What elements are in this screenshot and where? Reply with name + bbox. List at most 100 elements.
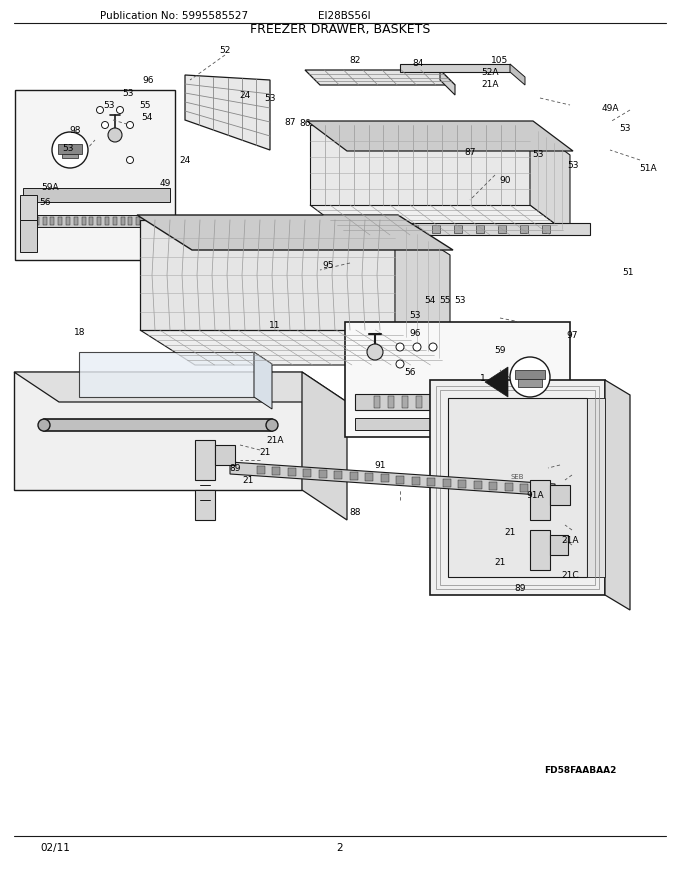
Polygon shape [195,440,215,480]
Polygon shape [395,220,450,365]
Circle shape [202,447,208,453]
Polygon shape [62,154,78,158]
Polygon shape [140,220,395,330]
Polygon shape [374,396,380,408]
Polygon shape [430,380,605,595]
Polygon shape [443,479,451,487]
Polygon shape [410,225,418,233]
Text: 95: 95 [322,260,334,269]
Text: 51: 51 [622,268,634,276]
Polygon shape [63,190,67,200]
Polygon shape [14,372,302,490]
Text: 53: 53 [454,296,466,304]
Polygon shape [14,372,347,402]
Polygon shape [365,473,373,481]
Text: 21: 21 [259,448,271,457]
Text: 24: 24 [180,156,190,165]
Polygon shape [273,467,280,475]
Text: 21A: 21A [481,79,498,89]
Polygon shape [25,190,30,200]
Polygon shape [530,480,550,520]
Text: 89: 89 [514,583,526,592]
Polygon shape [310,125,530,205]
Polygon shape [520,225,528,233]
Polygon shape [514,396,520,408]
Polygon shape [195,490,215,520]
Polygon shape [335,472,342,480]
Polygon shape [115,190,120,200]
Polygon shape [145,190,150,200]
Circle shape [202,462,208,468]
Polygon shape [48,190,52,200]
Polygon shape [550,535,568,555]
Polygon shape [396,475,404,483]
Polygon shape [160,190,165,200]
Polygon shape [152,217,156,225]
Polygon shape [381,474,389,482]
Text: 54: 54 [141,113,153,121]
Polygon shape [58,217,62,225]
Polygon shape [15,90,175,260]
Text: 91A: 91A [526,490,544,500]
Text: 21: 21 [505,527,515,537]
Polygon shape [400,64,510,72]
Circle shape [537,514,543,520]
Text: 21C: 21C [561,570,579,580]
Polygon shape [515,370,545,379]
Circle shape [396,343,404,351]
Circle shape [52,132,88,168]
Polygon shape [70,190,75,200]
Text: 105: 105 [492,55,509,64]
Polygon shape [303,469,311,477]
Polygon shape [122,190,128,200]
Polygon shape [254,352,272,409]
Text: 55: 55 [139,100,151,109]
Polygon shape [97,217,101,225]
Polygon shape [605,380,630,610]
Text: 59: 59 [494,346,506,355]
Polygon shape [542,225,550,233]
Polygon shape [411,477,420,485]
Polygon shape [530,530,550,570]
Polygon shape [152,190,158,200]
Text: 89: 89 [229,464,241,473]
Text: 52A: 52A [481,68,498,77]
Text: 88: 88 [350,508,361,517]
Polygon shape [85,190,90,200]
Polygon shape [430,396,436,408]
Polygon shape [185,75,270,150]
Polygon shape [215,445,235,465]
Circle shape [537,537,543,543]
Text: 59A: 59A [41,182,58,192]
Polygon shape [530,125,570,235]
Polygon shape [137,215,453,250]
Polygon shape [505,483,513,491]
Text: 96: 96 [409,328,421,338]
Polygon shape [55,190,60,200]
Circle shape [202,472,208,478]
Polygon shape [257,466,265,474]
Text: 53: 53 [619,123,631,133]
Polygon shape [498,225,506,233]
Polygon shape [160,217,164,225]
Polygon shape [310,205,570,235]
Polygon shape [43,217,47,225]
Text: 90: 90 [499,175,511,185]
Polygon shape [473,480,481,488]
Text: 21A: 21A [267,436,284,444]
Polygon shape [345,322,570,437]
Text: 56: 56 [39,197,51,207]
Polygon shape [144,217,148,225]
Polygon shape [416,396,422,408]
Text: 55: 55 [439,296,451,304]
Polygon shape [20,220,37,252]
Polygon shape [100,190,105,200]
Circle shape [413,343,421,351]
Polygon shape [40,190,45,200]
Polygon shape [489,482,497,490]
Text: 98: 98 [69,126,81,135]
Text: 1: 1 [480,373,486,383]
Polygon shape [350,473,358,480]
Polygon shape [20,195,37,220]
Text: 53: 53 [122,89,134,98]
